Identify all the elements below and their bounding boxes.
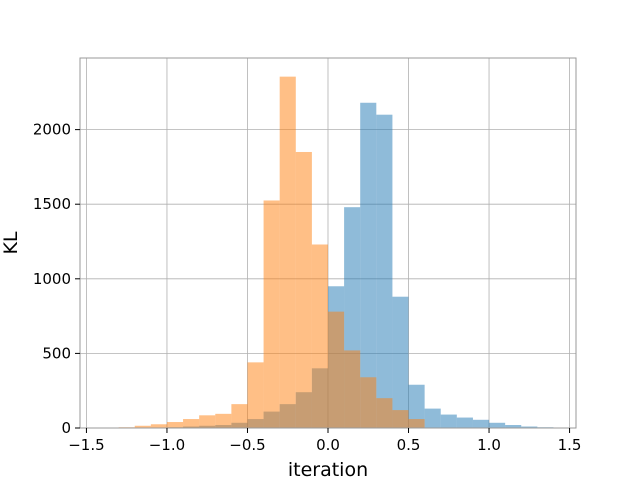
y-axis-label: KL <box>0 231 22 254</box>
histogram-bar-series-2 <box>295 151 312 428</box>
histogram-bar-series-1 <box>472 419 490 428</box>
histogram-bar-series-2 <box>183 419 200 428</box>
histogram-bar-series-2 <box>392 410 409 428</box>
x-tick-label: −1.0 <box>149 436 185 454</box>
y-axis-ticks: 0 500 1000 1500 2000 <box>33 121 80 437</box>
y-tick-label: 0 <box>61 419 71 437</box>
x-axis-ticks: −1.5 −1.0 −0.5 0.0 0.5 1.0 1.5 <box>68 428 581 454</box>
y-tick-label: 2000 <box>33 121 71 139</box>
histogram-bar-series-2 <box>199 415 216 428</box>
histogram-bar-series-1 <box>505 425 522 428</box>
histogram-bar-series-1 <box>408 384 425 428</box>
histogram-bar-series-2 <box>166 422 184 428</box>
histogram-bar-series-1 <box>392 296 409 428</box>
histogram-bar-series-2 <box>134 425 151 428</box>
x-tick-label: 1.5 <box>558 436 582 454</box>
histogram-bar-series-2 <box>311 244 328 428</box>
histogram-bar-series-2 <box>263 200 280 428</box>
x-tick-label: −0.5 <box>229 436 265 454</box>
histogram-bar-series-1 <box>424 408 441 428</box>
y-tick-label: 1500 <box>33 195 71 213</box>
histogram-bar-series-2 <box>344 350 361 428</box>
histogram-bar-series-2 <box>215 413 232 428</box>
histogram-bar-series-2 <box>408 419 425 428</box>
histogram-bar-series-2 <box>231 404 248 428</box>
histogram-bar-series-1 <box>360 102 377 429</box>
histogram-bar-series-1 <box>456 417 473 428</box>
y-tick-label: 500 <box>42 344 71 362</box>
histogram-bar-series-2 <box>376 398 393 428</box>
histogram-bar-series-2 <box>360 377 377 428</box>
histogram-bars <box>118 76 554 429</box>
y-tick-label: 1000 <box>33 270 71 288</box>
x-axis-label: iteration <box>288 459 368 480</box>
histogram-bar-series-2 <box>150 424 167 428</box>
x-tick-label: −1.5 <box>68 436 104 454</box>
histogram-bar-series-2 <box>279 76 296 428</box>
x-tick-label: 0.5 <box>397 436 421 454</box>
x-tick-label: 1.0 <box>477 436 501 454</box>
histogram-bar-series-1 <box>440 414 457 428</box>
histogram-bar-series-1 <box>489 422 506 428</box>
histogram-bar-series-1 <box>521 426 538 428</box>
histogram-bar-series-2 <box>328 311 345 428</box>
histogram-bar-series-2 <box>247 362 264 428</box>
x-tick-label: 0.0 <box>316 436 340 454</box>
histogram-bar-series-1 <box>376 114 393 429</box>
